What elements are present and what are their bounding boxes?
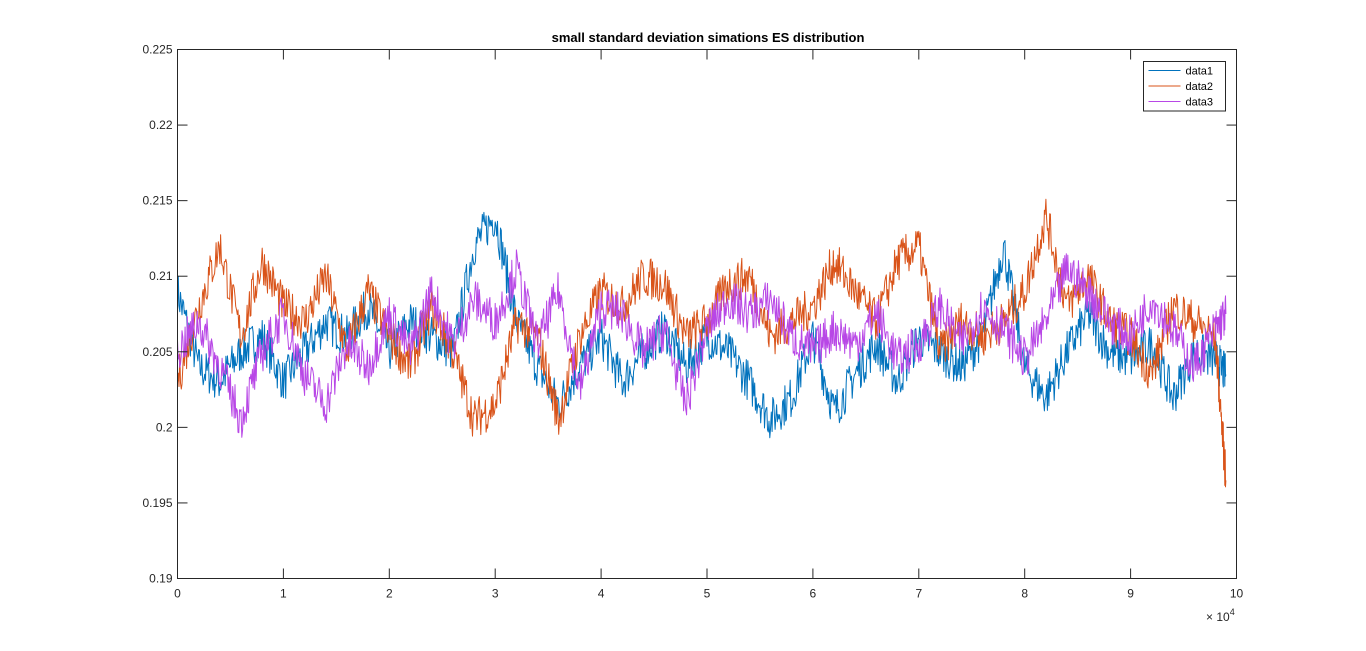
x-tick-label: 6 <box>810 587 817 601</box>
x-tick-label: 9 <box>1127 587 1134 601</box>
y-tick-label: 0.205 <box>142 345 172 359</box>
y-tick-label: 0.19 <box>149 572 173 586</box>
svg-text:× 104: × 104 <box>1206 607 1235 624</box>
x-axis-exponent: × 104 <box>1206 607 1235 624</box>
legend-label-data2: data2 <box>1186 81 1214 93</box>
y-tick-label: 0.195 <box>142 496 172 510</box>
x-exponent-power: 4 <box>1230 607 1235 617</box>
axes-layer: 0 1 2 3 4 5 6 7 8 9 10 0.19 0.195 0.2 0.205 0.21 0.215 0.… <box>142 43 1243 601</box>
x-tick-label: 8 <box>1021 587 1028 601</box>
x-exponent-label: × 10 <box>1206 610 1230 624</box>
x-tick-label: 3 <box>492 587 499 601</box>
legend: data1 data2 data3 <box>1143 61 1226 112</box>
x-tick-label: 4 <box>598 587 605 601</box>
y-tick-label: 0.2 <box>156 420 173 434</box>
x-tick-label: 5 <box>704 587 711 601</box>
series-layer <box>177 198 1227 488</box>
plot-area <box>177 49 1237 579</box>
x-tick-label: 7 <box>915 587 922 601</box>
y-tick-label: 0.21 <box>149 269 173 283</box>
x-tick-label: 10 <box>1230 587 1244 601</box>
legend-label-data3: data3 <box>1186 97 1214 109</box>
legend-label-data1: data1 <box>1186 66 1214 78</box>
x-tick-label: 1 <box>280 587 287 601</box>
y-tick-label: 0.22 <box>149 118 173 132</box>
x-tick-label: 0 <box>174 587 181 601</box>
x-tick-label: 2 <box>386 587 393 601</box>
y-tick-label: 0.215 <box>142 194 172 208</box>
chart-title: small standard deviation simations ES di… <box>552 30 865 45</box>
series-line-data3 <box>177 249 1227 438</box>
series-line-data2 <box>177 198 1227 488</box>
y-tick-label: 0.225 <box>142 43 172 57</box>
